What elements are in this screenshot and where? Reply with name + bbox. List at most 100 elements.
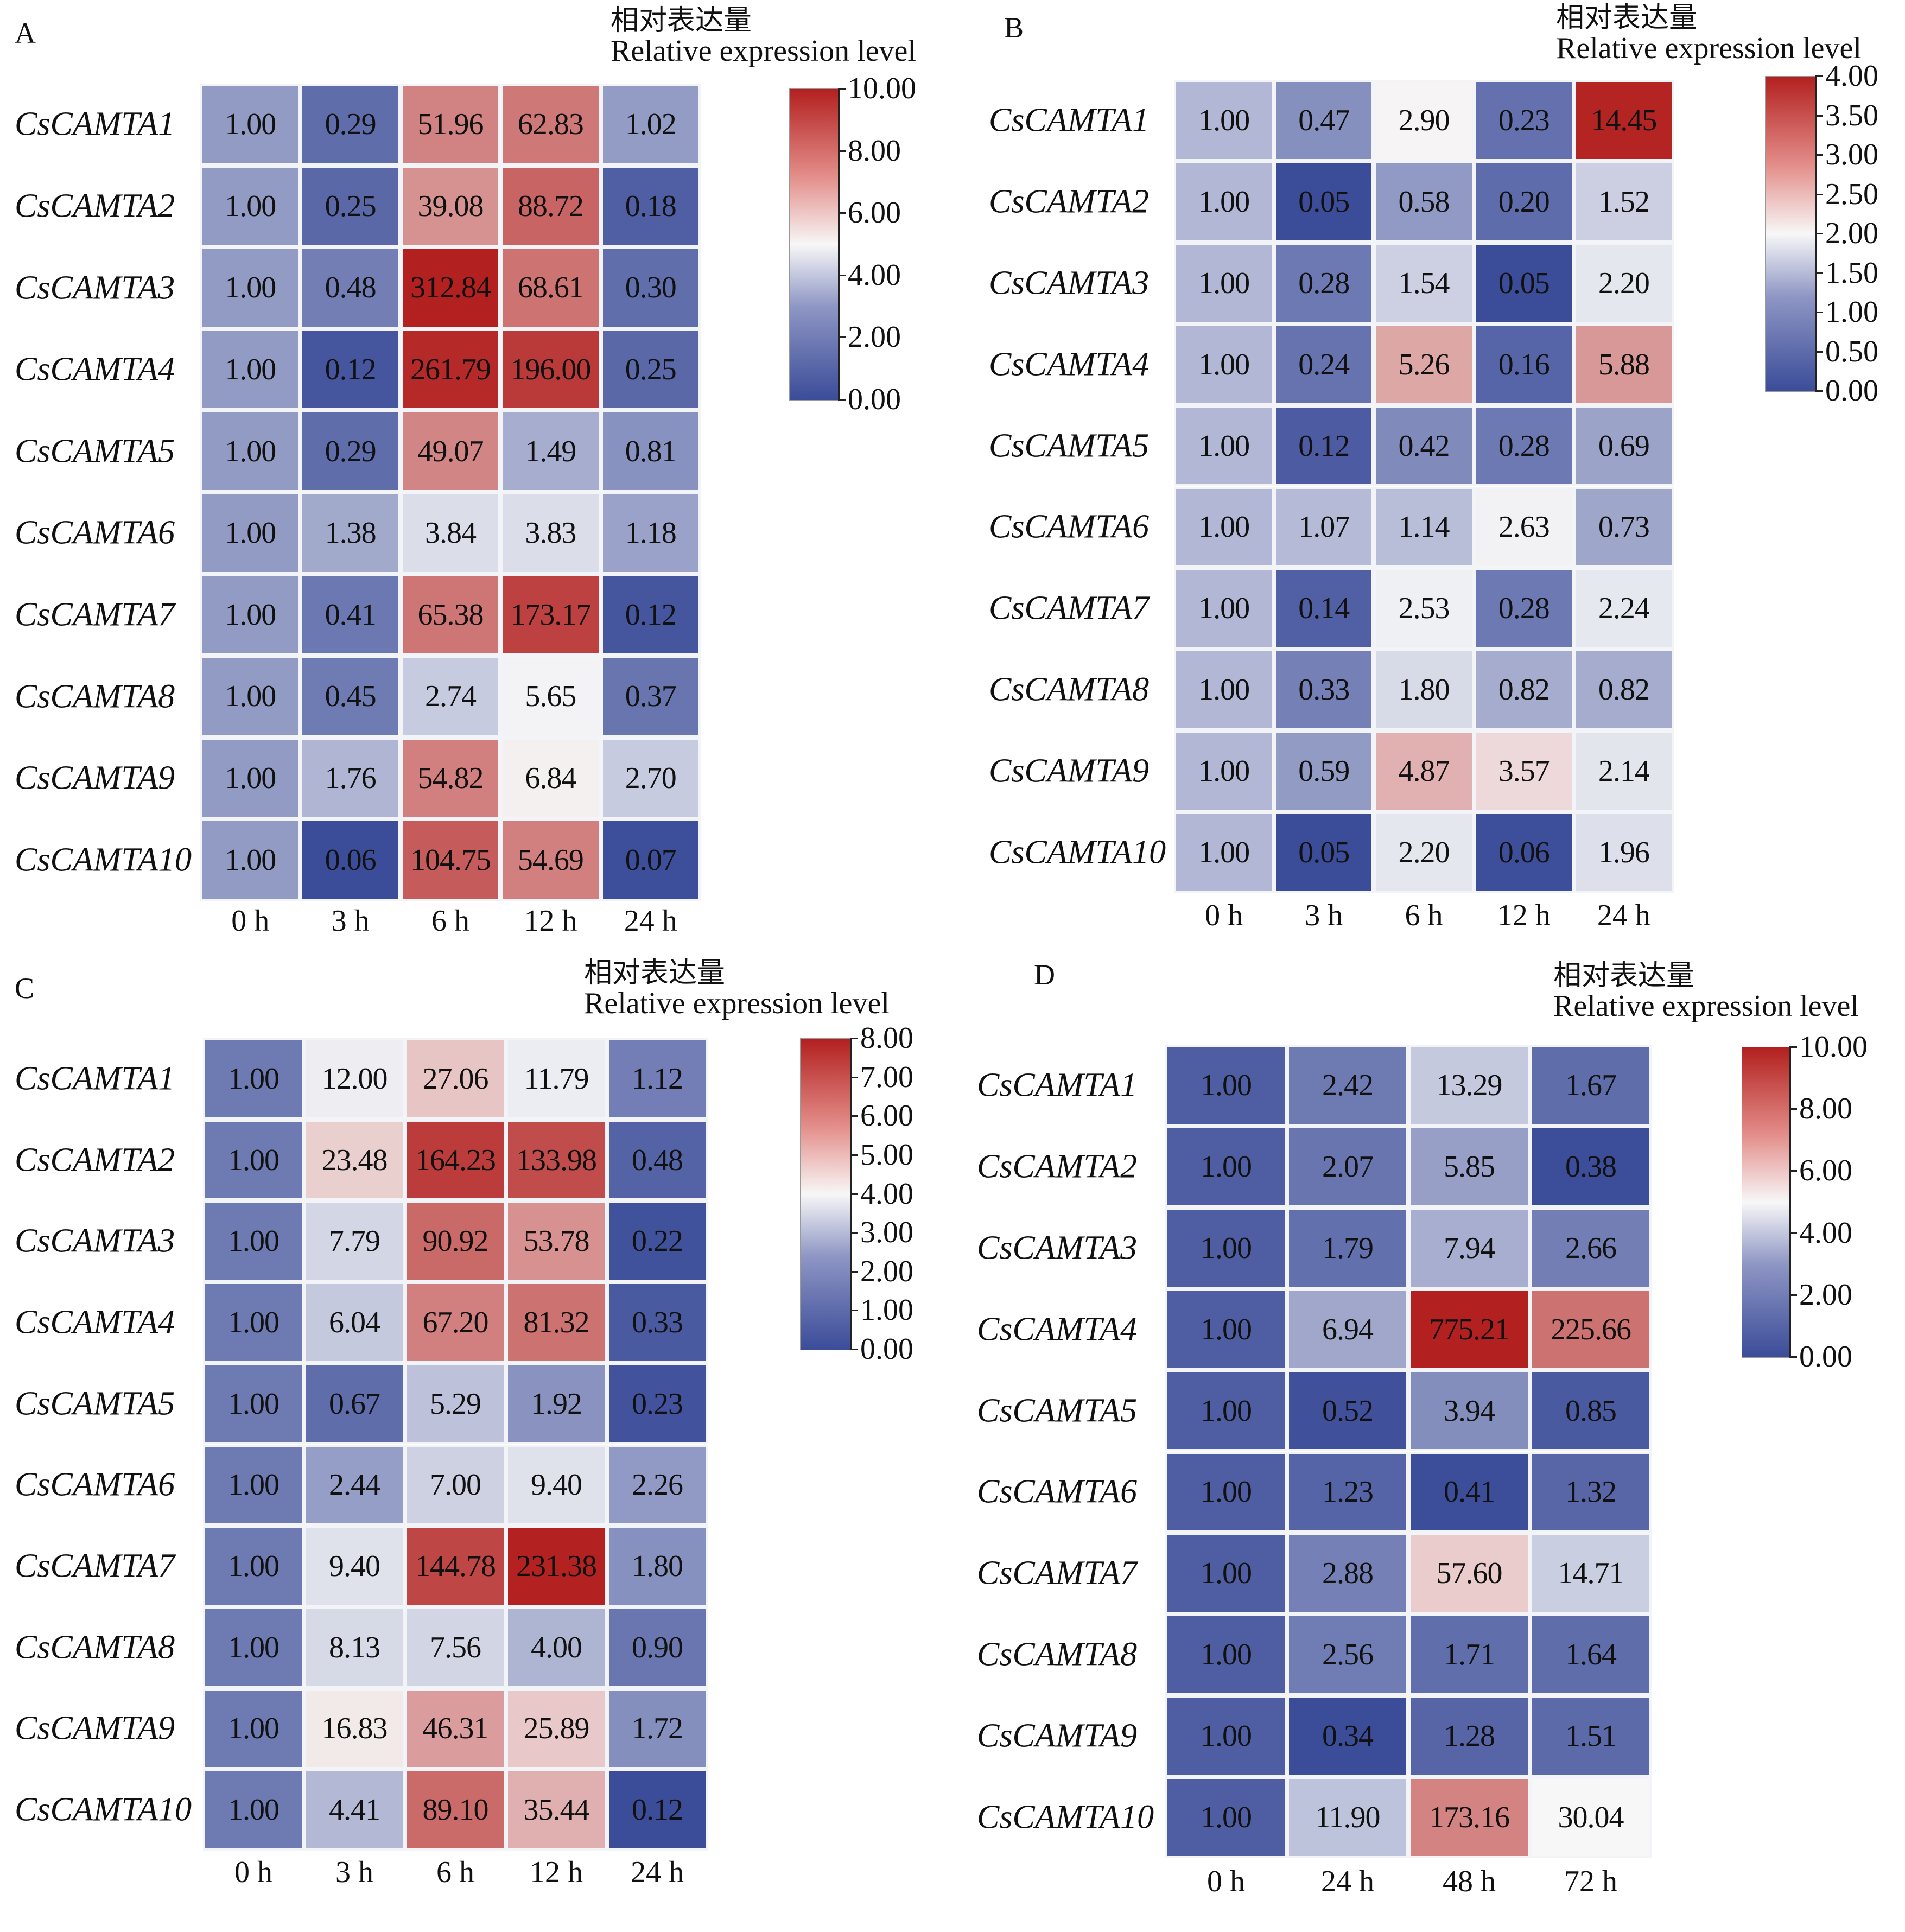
- legend-tick-label: 1.00: [860, 1293, 913, 1327]
- row-label: CsCAMTA2: [989, 183, 1150, 220]
- heatmap-cell: 1.00: [203, 1606, 304, 1688]
- legend-tick-label: 2.00: [1799, 1278, 1852, 1312]
- heatmap-cell: 3.83: [500, 492, 601, 574]
- legend-tick: [1789, 1356, 1797, 1358]
- legend-tick: [850, 1349, 858, 1350]
- heatmap-cell: 1.76: [300, 737, 401, 819]
- legend-tick: [1789, 1170, 1797, 1172]
- heatmap-cell: 0.38: [1530, 1126, 1652, 1208]
- row-label: CsCAMTA4: [989, 346, 1150, 383]
- heatmap-cell: 5.85: [1408, 1126, 1530, 1208]
- heatmap-cell: 0.14: [1274, 568, 1374, 650]
- heatmap-cell: 3.94: [1408, 1370, 1530, 1452]
- row-label: CsCAMTA3: [977, 1229, 1138, 1267]
- column-label: 6 h: [436, 1855, 474, 1889]
- row-label: CsCAMTA4: [15, 1304, 175, 1341]
- legend-title-en: Relative expression level: [1556, 31, 1862, 65]
- legend-tick: [1815, 351, 1823, 353]
- heatmap-cell: 9.40: [506, 1444, 607, 1526]
- panel-letter: A: [15, 17, 36, 49]
- heatmap-cell: 5.65: [500, 656, 601, 738]
- row-label: CsCAMTA10: [989, 834, 1166, 871]
- legend-axis: [838, 88, 840, 399]
- legend-tick-label: 4.00: [1799, 1216, 1852, 1250]
- heatmap-cell: 0.42: [1374, 405, 1474, 487]
- legend-tick: [850, 1076, 858, 1078]
- heatmap-cell: 0.34: [1287, 1695, 1408, 1777]
- row-label: CsCAMTA7: [989, 589, 1150, 627]
- heatmap-cell: 1.07: [1274, 486, 1374, 568]
- heatmap-cell: 0.23: [1474, 80, 1574, 161]
- heatmap-cell: 1.79: [1287, 1207, 1408, 1289]
- heatmap-cell: 54.69: [500, 819, 601, 901]
- legend-tick: [850, 1193, 858, 1195]
- heatmap-cell: 1.00: [1174, 812, 1274, 893]
- heatmap-cell: 4.87: [1374, 730, 1474, 812]
- heatmap-cell: 1.00: [200, 410, 301, 492]
- heatmap-cell: 65.38: [400, 574, 501, 656]
- row-label: CsCAMTA4: [15, 351, 175, 388]
- heatmap-cell: 1.00: [200, 328, 301, 411]
- heatmap-cell: 2.26: [607, 1444, 708, 1526]
- row-label: CsCAMTA8: [15, 678, 175, 715]
- heatmap-cell: 2.90: [1374, 80, 1474, 161]
- heatmap-cell: 4.41: [304, 1769, 405, 1851]
- heatmap-cell: 1.18: [600, 492, 701, 574]
- heatmap-cell: 1.00: [200, 574, 301, 656]
- heatmap-cell: 0.59: [1274, 730, 1374, 812]
- heatmap-cell: 0.37: [600, 656, 701, 738]
- heatmap-cell: 0.48: [300, 247, 401, 329]
- heatmap-cell: 67.20: [405, 1282, 506, 1363]
- row-label: CsCAMTA6: [977, 1473, 1138, 1510]
- legend-title-en: Relative expression level: [584, 987, 890, 1020]
- heatmap-cell: 173.17: [500, 574, 601, 656]
- heatmap-cell: 16.83: [304, 1688, 405, 1770]
- legend-tick: [1815, 233, 1823, 234]
- column-label: 72 h: [1564, 1865, 1617, 1898]
- heatmap-cell: 1.96: [1573, 812, 1674, 893]
- legend-title-en: Relative expression level: [611, 34, 916, 68]
- heatmap-cell: 1.00: [200, 819, 301, 901]
- heatmap-cell: 1.00: [203, 1282, 304, 1363]
- legend-tick: [1789, 1046, 1797, 1048]
- row-label: CsCAMTA10: [15, 841, 192, 879]
- heatmap-cell: 1.49: [500, 410, 601, 492]
- heatmap-cell: 30.04: [1530, 1777, 1652, 1858]
- heatmap-cell: 0.05: [1474, 242, 1574, 324]
- heatmap-cell: 14.45: [1573, 80, 1674, 161]
- panel-letter: D: [1034, 958, 1055, 991]
- column-label: 0 h: [1205, 899, 1243, 932]
- legend-tick: [850, 1038, 858, 1039]
- legend-tick: [1815, 312, 1823, 313]
- heatmap-cell: 1.32: [1530, 1451, 1652, 1533]
- heatmap-cell: 25.89: [506, 1688, 607, 1770]
- legend-tick-label: 6.00: [1799, 1154, 1852, 1188]
- heatmap-cell: 1.51: [1530, 1695, 1652, 1777]
- heatmap-cell: 1.54: [1374, 242, 1474, 324]
- heatmap-cell: 1.00: [1165, 1126, 1287, 1208]
- row-label: CsCAMTA2: [15, 1141, 175, 1179]
- legend-tick-label: 4.00: [860, 1177, 913, 1211]
- heatmap-cell: 0.12: [607, 1769, 708, 1851]
- row-label: CsCAMTA3: [15, 1222, 175, 1260]
- legend-tick-label: 10.00: [848, 72, 916, 105]
- heatmap-cell: 1.00: [203, 1444, 304, 1526]
- heatmap-cell: 1.00: [1165, 1288, 1287, 1370]
- column-label: 3 h: [331, 904, 370, 938]
- row-label: CsCAMTA6: [989, 508, 1150, 545]
- legend-tick-label: 0.50: [1825, 334, 1878, 368]
- heatmap-cell: 1.14: [1374, 486, 1474, 568]
- heatmap-cell: 2.88: [1287, 1533, 1408, 1615]
- heatmap-cell: 0.05: [1274, 161, 1374, 243]
- row-label: CsCAMTA1: [15, 1060, 175, 1097]
- row-label: CsCAMTA9: [15, 1709, 175, 1747]
- legend-tick: [838, 212, 846, 214]
- heatmap-cell: 312.84: [400, 247, 501, 329]
- legend-tick-label: 10.00: [1799, 1030, 1868, 1064]
- heatmap-cell: 49.07: [400, 410, 501, 492]
- heatmap-cell: 5.29: [405, 1363, 506, 1445]
- legend-tick-label: 3.00: [1825, 138, 1878, 171]
- legend-tick-label: 2.00: [1825, 217, 1878, 250]
- heatmap-cell: 23.48: [304, 1119, 405, 1201]
- heatmap-cell: 13.29: [1408, 1045, 1530, 1126]
